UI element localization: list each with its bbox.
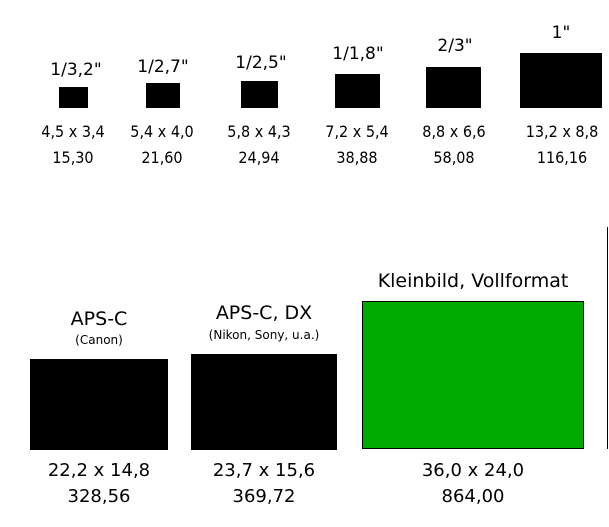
sensor-dimensions-1-inch: 13,2 x 8,8 bbox=[525, 122, 599, 141]
right-edge-line bbox=[607, 227, 608, 449]
sensor-dimensions-full-frame: 36,0 x 24,0 bbox=[421, 460, 525, 481]
sensor-rect-aps-c-dx bbox=[191, 354, 337, 450]
sensor-name-aps-c-canon: APS-C bbox=[70, 308, 128, 330]
sensor-rect-full-frame bbox=[362, 301, 584, 449]
sensor-area-1-2-5: 24,94 bbox=[238, 148, 280, 167]
sensor-area-full-frame: 864,00 bbox=[441, 486, 505, 507]
sensor-name-1-2-7: 1/2,7" bbox=[137, 57, 189, 77]
sensor-name-aps-c-dx: APS-C, DX bbox=[215, 302, 313, 324]
sensor-area-1-inch: 116,16 bbox=[536, 148, 588, 167]
sensor-rect-aps-c-canon bbox=[30, 359, 168, 450]
sensor-dimensions-1-2-7: 5,4 x 4,0 bbox=[130, 122, 194, 141]
sensor-rect-2-3 bbox=[426, 67, 481, 108]
sensor-name-1-1-8: 1/1,8" bbox=[332, 44, 384, 64]
sensor-dimensions-1-2-5: 5,8 x 4,3 bbox=[227, 122, 291, 141]
sensor-rect-1-2-7 bbox=[146, 83, 180, 108]
sensor-area-1-2-7: 21,60 bbox=[141, 148, 183, 167]
sensor-dimensions-aps-c-canon: 22,2 x 14,8 bbox=[47, 460, 151, 481]
sensor-area-2-3: 58,08 bbox=[433, 148, 475, 167]
sensor-area-aps-c-canon: 328,56 bbox=[67, 486, 131, 507]
sensor-rect-1-3-2 bbox=[59, 87, 88, 108]
sensor-dimensions-1-1-8: 7,2 x 5,4 bbox=[325, 122, 389, 141]
sensor-name-full-frame: Kleinbild, Vollformat bbox=[377, 270, 569, 292]
sensor-area-1-1-8: 38,88 bbox=[336, 148, 378, 167]
sensor-rect-1-inch bbox=[520, 53, 602, 108]
sensor-name-1-2-5: 1/2,5" bbox=[235, 53, 287, 73]
sensor-dimensions-aps-c-dx: 23,7 x 15,6 bbox=[212, 460, 316, 481]
sensor-name-2-3: 2/3" bbox=[437, 36, 473, 56]
sensor-name-1-inch: 1" bbox=[551, 23, 571, 43]
sensor-name-1-3-2: 1/3,2" bbox=[50, 60, 102, 80]
sensor-subtitle-aps-c-dx: (Nikon, Sony, u.a.) bbox=[208, 328, 320, 342]
sensor-area-1-3-2: 15,30 bbox=[52, 148, 94, 167]
sensor-subtitle-aps-c-canon: (Canon) bbox=[75, 333, 123, 347]
sensor-dimensions-2-3: 8,8 x 6,6 bbox=[422, 122, 486, 141]
sensor-area-aps-c-dx: 369,72 bbox=[232, 486, 296, 507]
sensor-rect-1-2-5 bbox=[241, 81, 278, 108]
sensor-dimensions-1-3-2: 4,5 x 3,4 bbox=[41, 122, 105, 141]
sensor-rect-1-1-8 bbox=[335, 74, 380, 108]
